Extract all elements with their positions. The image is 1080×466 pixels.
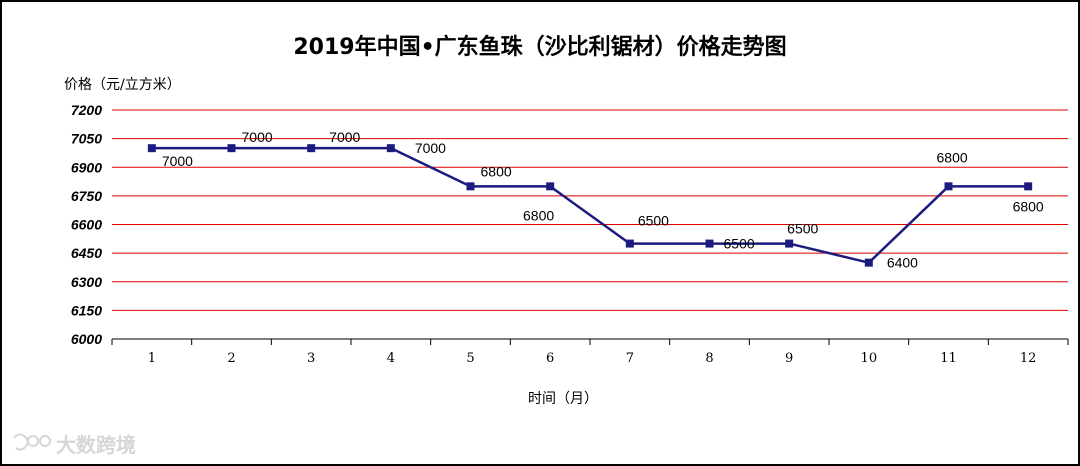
data-point-marker [307, 144, 316, 153]
y-axis-title: 价格（元/立方米） [64, 77, 181, 93]
data-point-marker [944, 182, 953, 191]
x-tick-label: 2 [227, 351, 235, 366]
x-tick-label: 3 [307, 351, 315, 366]
x-tick-label: 5 [466, 351, 474, 366]
data-label: 6800 [1013, 198, 1044, 214]
data-label: 6800 [523, 207, 554, 223]
x-tick-label: 4 [387, 351, 395, 366]
data-labels: 7000 7000 7000 7000 6800 6800 6500 6500 6500 6400… [162, 129, 1044, 270]
watermark-text: 大数跨境 [56, 433, 136, 457]
data-point-marker [864, 258, 873, 267]
x-tick-label: 12 [1020, 351, 1037, 366]
y-tick-labels: 7200 7050 6900 6750 6600 6450 6300 6150 6000 [71, 102, 102, 347]
watermark-logo-icon [13, 433, 51, 451]
gridlines [112, 109, 1068, 311]
x-tick-label: 6 [546, 351, 554, 366]
chart-title: 2019年中国•广东鱼珠（沙比利锯材）价格走势图 [293, 34, 786, 60]
data-point-marker [625, 239, 634, 248]
data-label: 6500 [724, 236, 755, 252]
x-tick-label: 11 [940, 351, 957, 366]
y-tick-label: 6600 [71, 217, 102, 233]
x-tick-label: 10 [861, 351, 878, 366]
data-label: 6800 [481, 163, 512, 179]
data-point-marker [1024, 182, 1033, 191]
watermark: 大数跨境 [13, 433, 136, 457]
data-point-marker [466, 182, 475, 191]
y-tick-label: 7050 [71, 131, 102, 147]
x-tick-label: 9 [785, 351, 793, 366]
y-tick-label: 6450 [71, 245, 102, 261]
data-label: 6800 [937, 149, 968, 165]
x-tick-label: 7 [626, 351, 634, 366]
x-axis: 1 2 3 4 5 6 7 8 9 10 11 12 [111, 338, 1069, 366]
data-point-marker [705, 239, 714, 248]
series-line [147, 144, 1033, 267]
y-tick-label: 7200 [71, 102, 102, 118]
x-tick-label: 1 [148, 351, 156, 366]
data-point-marker [546, 182, 555, 191]
y-tick-label: 6150 [71, 302, 102, 318]
y-tick-label: 6000 [71, 331, 102, 347]
data-label: 6500 [638, 213, 669, 229]
data-label: 7000 [415, 140, 446, 156]
data-point-marker [227, 144, 236, 153]
data-label: 7000 [329, 129, 360, 145]
data-point-marker [785, 239, 794, 248]
data-point-marker [386, 144, 395, 153]
data-label: 7000 [242, 129, 273, 145]
data-label: 6500 [787, 221, 818, 237]
price-line [151, 146, 1029, 264]
data-point-marker [147, 144, 156, 153]
data-label: 6400 [887, 255, 918, 271]
data-label: 7000 [162, 153, 193, 169]
y-tick-label: 6300 [71, 274, 102, 290]
y-tick-label: 6750 [71, 188, 102, 204]
x-tick-label: 8 [705, 351, 713, 366]
y-tick-label: 6900 [71, 159, 102, 175]
x-axis-title: 时间（月） [528, 391, 598, 407]
